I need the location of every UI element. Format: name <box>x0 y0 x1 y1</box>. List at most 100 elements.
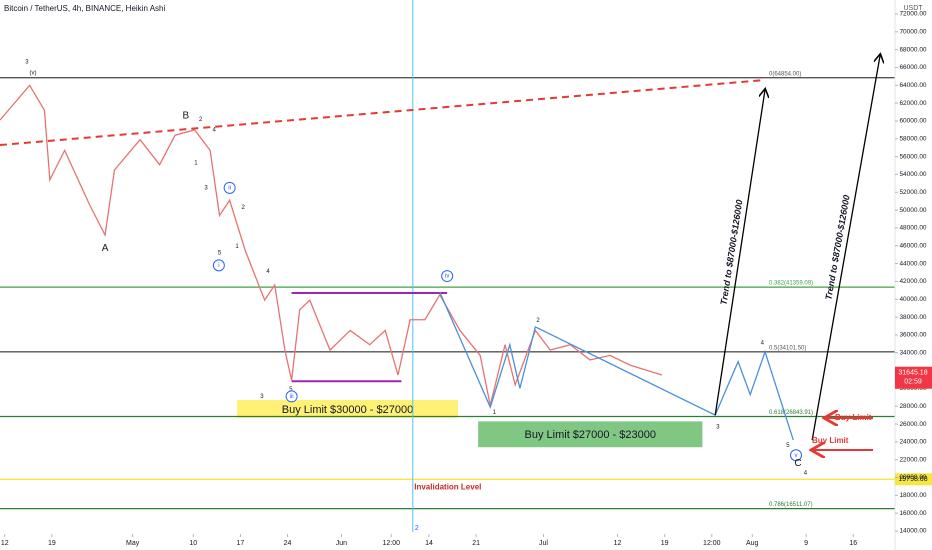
trend-arrow <box>811 55 880 441</box>
y-tick-label: 38000.00 <box>899 314 926 321</box>
buy-zone <box>478 421 703 448</box>
wave-label: 4 <box>266 269 270 275</box>
wave-label: ii <box>228 185 231 191</box>
currency-label: USDT <box>903 5 923 12</box>
fib-label: 0.5(34101.50) <box>769 345 806 351</box>
invalidation-label: Invalidation Level <box>414 482 481 491</box>
wave-label: 3 <box>260 394 264 400</box>
wave-label: 4 <box>212 127 216 133</box>
x-tick-label: Jul <box>539 540 548 547</box>
wave-circle <box>223 181 236 194</box>
date-line-label: 2 <box>415 525 419 532</box>
y-tick-label: 18000.00 <box>899 492 926 499</box>
wave-label: 3 <box>716 424 720 430</box>
x-tick-label: Aug <box>746 540 759 547</box>
wave-label: 4 <box>804 471 808 477</box>
price-badge-label: 19798.68 <box>898 476 927 483</box>
axis-group: 19798.68 14000.00 16000.00 18000.00 20000.00… <box>1 11 932 547</box>
y-tick-label: 60000.00 <box>899 118 926 125</box>
last-price-badge <box>895 366 932 389</box>
wave-label: 2 <box>536 318 540 324</box>
x-tick-label: 9 <box>804 540 808 547</box>
fib-label: 0.786(16511.07) <box>769 502 813 508</box>
wave-label: 5 <box>218 250 222 256</box>
wave-circle <box>441 270 454 283</box>
y-tick-label: 56000.00 <box>899 153 926 160</box>
y-tick-label: 50000.00 <box>899 207 926 214</box>
zone-label: Buy Limit $27000 - $23000 <box>525 429 656 441</box>
wave-circle <box>285 390 298 403</box>
wave-label: 1 <box>493 410 497 416</box>
wave-label: 5 <box>289 387 293 393</box>
x-tick-label: 12:00 <box>703 540 721 547</box>
y-tick-label: 28000.00 <box>899 403 926 410</box>
y-tick-label: 48000.00 <box>899 225 926 232</box>
wave-label: 5 <box>786 443 790 449</box>
wave-circle <box>212 259 225 272</box>
x-tick-label: 24 <box>284 540 292 547</box>
wave-projection <box>439 291 794 441</box>
price-badge <box>895 473 932 486</box>
trend-arrow <box>714 90 765 416</box>
x-tick-label: 19 <box>48 540 56 547</box>
wave-label: v <box>795 453 798 459</box>
x-tick-label: 14 <box>425 540 433 547</box>
last-price-label: 31645.18 <box>898 370 927 377</box>
y-tick-label: 62000.00 <box>899 100 926 107</box>
y-tick-label: 26000.00 <box>899 421 926 428</box>
wave-label: 3 <box>204 185 208 191</box>
y-tick-label: 14000.00 <box>899 528 926 535</box>
wave-label: 3 <box>25 60 29 66</box>
x-tick-label: 21 <box>472 540 480 547</box>
wave-label: 2 <box>241 205 245 211</box>
signal-label: Buy Limit <box>812 436 849 445</box>
y-tick-label: 42000.00 <box>899 278 926 285</box>
x-tick-label: Jun <box>336 540 347 547</box>
zone-label: Buy Limit $30000 - $27000 <box>282 404 413 416</box>
countdown-label: 02:59 <box>904 379 922 386</box>
fib-label: 0(64854.00) <box>769 71 801 77</box>
buy-limit-signal: Buy Limit Buy Limit <box>812 413 873 450</box>
x-tick-label: May <box>126 540 140 547</box>
y-tick-label: 46000.00 <box>899 242 926 249</box>
price-axis <box>895 0 932 550</box>
wave-label: iii <box>290 394 294 400</box>
wave-label: A <box>102 243 109 254</box>
x-tick-label: 17 <box>237 540 245 547</box>
fib-label: 0.618(26843.91) <box>769 410 813 416</box>
x-tick-label: 10 <box>189 540 197 547</box>
wave-circle <box>790 449 803 462</box>
wave-label: iv <box>445 274 449 280</box>
y-tick-label: 16000.00 <box>899 510 926 517</box>
x-tick-label: 12 <box>1 540 9 547</box>
fib-label: 0.382(41359.09) <box>769 281 813 287</box>
y-tick-label: 72000.00 <box>899 11 926 18</box>
wave-label: C <box>794 458 801 469</box>
x-tick-label: 16 <box>849 540 857 547</box>
wave-label: 4 <box>761 341 765 347</box>
wave-label: 1 <box>235 244 239 250</box>
wave-label: i <box>218 263 219 269</box>
wave-label: B <box>183 110 190 121</box>
y-tick-label: 36000.00 <box>899 332 926 339</box>
wave-label: 2 <box>199 117 203 123</box>
chart-title: Bitcoin / TetherUS, 4h, BINANCE, Heikin … <box>4 4 165 13</box>
y-tick-label: 66000.00 <box>899 64 926 71</box>
y-tick-label: 64000.00 <box>899 82 926 89</box>
y-tick-label: 68000.00 <box>899 46 926 53</box>
y-tick-label: 40000.00 <box>899 296 926 303</box>
y-tick-label: 22000.00 <box>899 456 926 463</box>
x-tick-label: 19 <box>661 540 669 547</box>
y-tick-label: 34000.00 <box>899 349 926 356</box>
y-tick-label: 70000.00 <box>899 29 926 36</box>
y-tick-label: 58000.00 <box>899 136 926 143</box>
wave-label: (v) <box>29 70 36 76</box>
y-tick-label: 54000.00 <box>899 171 926 178</box>
signal-label: Buy Limit <box>835 413 872 422</box>
y-tick-label: 52000.00 <box>899 189 926 196</box>
buy-zone <box>237 399 458 418</box>
trendline <box>0 78 766 147</box>
x-tick-label: 12 <box>614 540 622 547</box>
